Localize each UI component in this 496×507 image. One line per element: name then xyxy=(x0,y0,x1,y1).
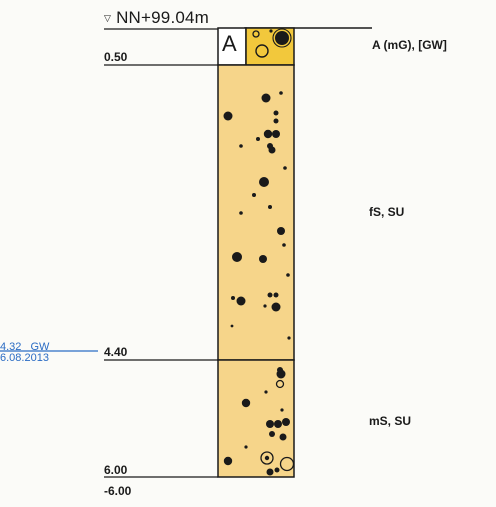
groundwater-label: 4.32 GW xyxy=(0,342,49,353)
fine-sand-pattern xyxy=(223,91,291,340)
layer-a-letter-cell xyxy=(217,27,247,66)
layer-label-ms: mS, SU xyxy=(369,414,412,428)
medium-sand-pattern xyxy=(223,367,295,476)
elevation-header: ▽ NN+99.04m xyxy=(104,8,209,28)
layer-label-fs: fS, SU xyxy=(369,205,405,219)
layer-label-a: A (mG), [GW] xyxy=(372,38,447,52)
water-level-triangle-icon: ▽ xyxy=(104,13,112,24)
depth-label-600: 6.00 xyxy=(104,463,128,477)
layer-fs-column xyxy=(217,64,295,361)
column-letter: A xyxy=(222,31,237,56)
depth-label-440: 4.40 xyxy=(104,345,128,359)
elevation-label: NN+99.04m xyxy=(116,8,210,27)
gravel-symbol-icon xyxy=(269,29,273,33)
gravel-symbol-icon xyxy=(252,30,260,38)
groundwater-tag: GW xyxy=(30,341,50,353)
gravel-symbol-icon xyxy=(275,31,289,45)
depth-label-050: 0.50 xyxy=(104,50,128,64)
layer-ms-column xyxy=(217,359,295,478)
groundwater-date: 6.08.2013 xyxy=(0,352,49,364)
depth-label-end: -6.00 xyxy=(104,484,132,498)
gravel-symbol-icon xyxy=(255,44,269,58)
groundwater-level: 4.32 xyxy=(0,341,22,353)
gravel-symbol-icon xyxy=(272,28,292,48)
